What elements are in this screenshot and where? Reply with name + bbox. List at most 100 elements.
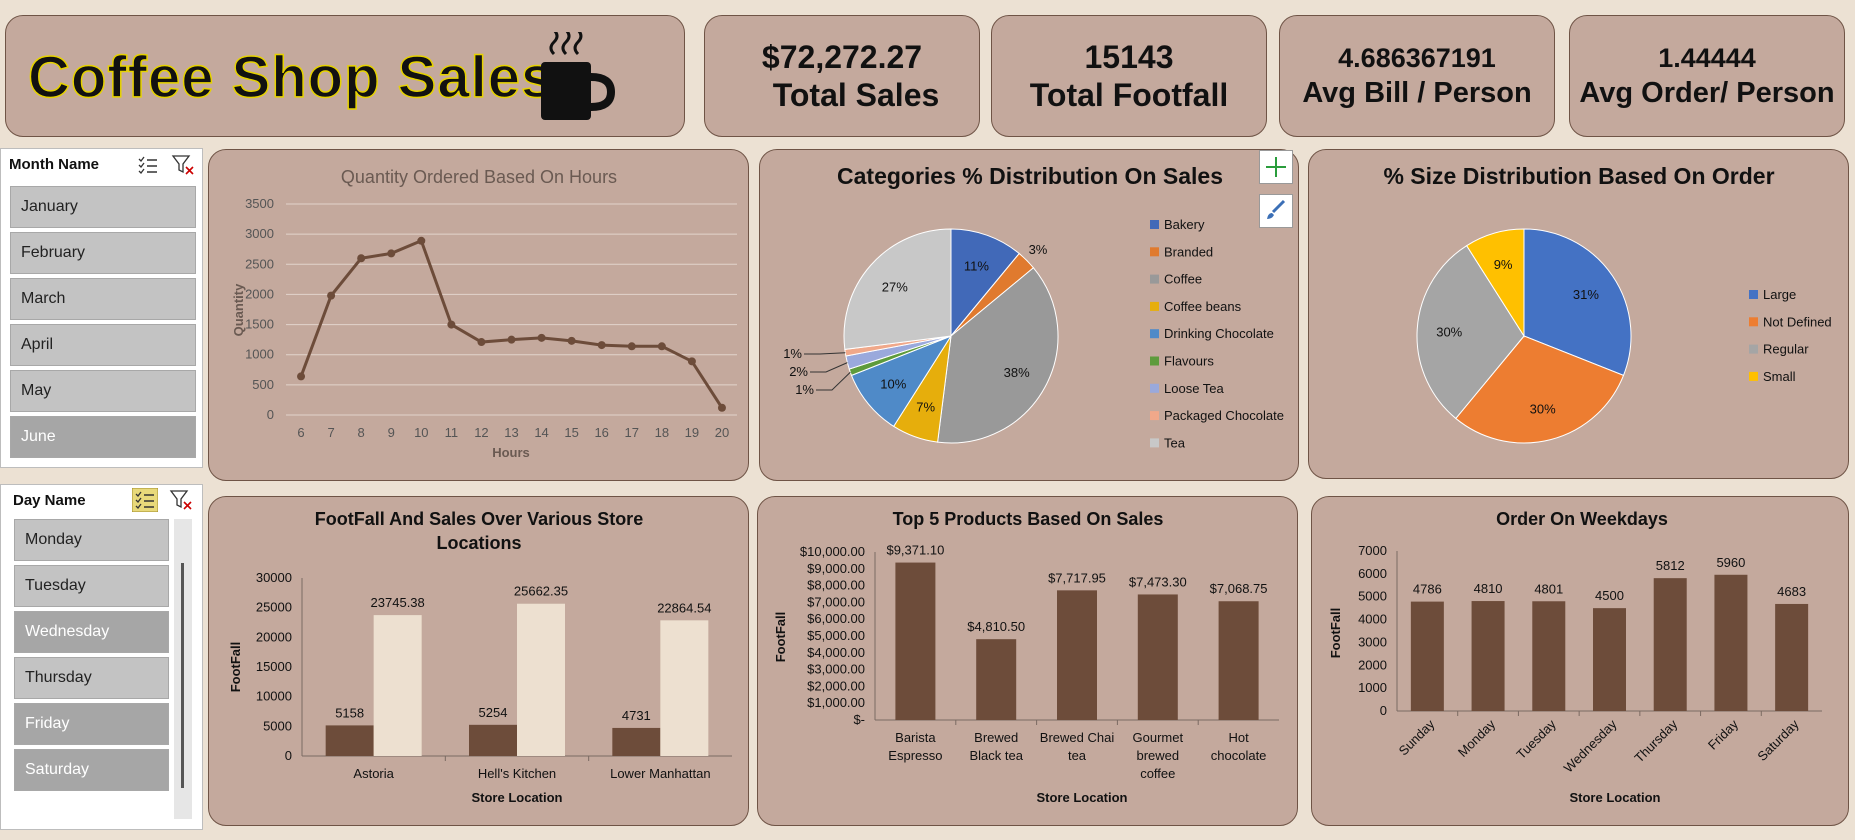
kpi-label: Total Footfall — [1029, 77, 1229, 113]
multi-select-icon[interactable] — [132, 488, 158, 512]
slicer-item-saturday[interactable]: Saturday — [14, 749, 169, 791]
pie-slice — [950, 228, 1020, 338]
scrollbar-thumb[interactable] — [181, 563, 184, 788]
slicer-item-march[interactable]: March — [10, 278, 196, 320]
slicer-item-january[interactable]: January — [10, 186, 196, 228]
y-tick-label: 5000 — [1358, 589, 1387, 604]
y-tick-label: $7,000.00 — [807, 594, 865, 609]
plus-icon — [1266, 157, 1286, 177]
y-tick-label: 0 — [1380, 703, 1387, 718]
data-point — [597, 341, 606, 350]
x-tick-label: Monday — [1455, 716, 1499, 760]
day-slicer: Day Name Monday Tuesday Wednesday Thursd… — [0, 484, 203, 830]
chart-elements-button[interactable] — [1259, 150, 1293, 184]
title-card: Coffee Shop Sales — [5, 15, 685, 137]
data-label: 38% — [1004, 365, 1030, 380]
legend-swatch — [1749, 371, 1758, 381]
bar — [895, 562, 936, 720]
y-tick-label: 5000 — [263, 718, 292, 733]
categories-chart-card: Categories % Distribution On Sales 11% 3% 3… — [759, 149, 1299, 481]
bar — [1714, 574, 1748, 711]
x-tick-label: Espresso — [888, 748, 942, 763]
x-tick-label: brewed — [1136, 748, 1179, 763]
data-point — [627, 342, 636, 351]
x-tick-label: Thursday — [1631, 716, 1680, 765]
chart-title: Categories % Distribution On Sales — [837, 163, 1223, 189]
kpi-avg-order: 1.44444 Avg Order/ Person — [1569, 15, 1845, 137]
y-tick-label: $10,000.00 — [800, 544, 865, 559]
x-tick-label: coffee — [1140, 766, 1175, 781]
y-tick-label: 3000 — [1358, 634, 1387, 649]
x-tick-label: Sunday — [1396, 716, 1438, 758]
legend-swatch — [1749, 317, 1758, 327]
data-label: 30% — [1436, 324, 1462, 339]
x-tick-label: tea — [1068, 748, 1087, 763]
bar — [325, 725, 374, 756]
sizes-pie-chart: % Size Distribution Based On Order 31% 30%… — [1383, 163, 1832, 444]
y-tick-label: $2,000.00 — [807, 678, 865, 693]
y-tick-label: $8,000.00 — [807, 578, 865, 593]
data-point — [687, 357, 696, 366]
data-label: 23745.38 — [371, 595, 425, 610]
data-label: 4810 — [1474, 581, 1503, 596]
hours-line-chart: Quantity Ordered Based On Hours 0 500 1000 1… — [231, 167, 737, 460]
x-tick-label: 6 — [297, 425, 304, 440]
y-tick-label: 20000 — [256, 629, 292, 644]
y-tick-label: 3500 — [245, 196, 274, 211]
legend-swatch — [1150, 356, 1159, 366]
legend-entry: Branded — [1164, 244, 1213, 259]
clear-filter-icon[interactable] — [169, 489, 193, 511]
legend-swatch — [1150, 329, 1159, 339]
data-label: 2% — [789, 364, 808, 379]
data-label: 5254 — [479, 705, 508, 720]
slicer-item-february[interactable]: February — [10, 232, 196, 274]
y-tick-label: $3,000.00 — [807, 662, 865, 677]
data-label: 25662.35 — [514, 584, 568, 599]
bar — [1532, 601, 1566, 711]
clear-filter-icon[interactable] — [171, 154, 195, 176]
slicer-item-may[interactable]: May — [10, 370, 196, 412]
slicer-item-june[interactable]: June — [10, 416, 196, 458]
y-tick-label: 6000 — [1358, 566, 1387, 581]
data-point — [417, 236, 426, 245]
legend-entry: Loose Tea — [1164, 381, 1225, 396]
slicer-item-monday[interactable]: Monday — [14, 519, 169, 561]
kpi-value: 15143 — [1084, 39, 1174, 75]
slicer-item-wednesday[interactable]: Wednesday — [14, 611, 169, 653]
slicer-item-april[interactable]: April — [10, 324, 196, 366]
x-tick-label: 16 — [594, 425, 608, 440]
x-tick-label: 10 — [414, 425, 428, 440]
bar — [1057, 590, 1097, 720]
x-tick-label: Hell's Kitchen — [478, 766, 556, 781]
kpi-label: Total Sales — [772, 77, 940, 113]
slicer-item-tuesday[interactable]: Tuesday — [14, 565, 169, 607]
multi-select-icon[interactable] — [137, 155, 159, 175]
chart-styles-button[interactable] — [1259, 194, 1293, 228]
bar — [660, 620, 709, 756]
weekdays-bar-chart: Order On Weekdays 0 1000 2000 3000 4000 5000 60… — [1328, 509, 1822, 805]
legend-swatch — [1150, 274, 1159, 284]
data-label: 4731 — [622, 708, 651, 723]
data-label: $7,473.30 — [1129, 574, 1187, 589]
x-tick-label: 13 — [504, 425, 518, 440]
bar — [373, 615, 422, 756]
slicer-item-friday[interactable]: Friday — [14, 703, 169, 745]
slicer-scrollbar[interactable] — [174, 519, 192, 819]
x-tick-label: Saturday — [1754, 716, 1802, 764]
legend-entry: Bakery — [1164, 217, 1205, 232]
y-tick-label: 30000 — [256, 570, 292, 585]
chart-title: Quantity Ordered Based On Hours — [341, 167, 617, 187]
sizes-chart-card: % Size Distribution Based On Order 31% 30%… — [1308, 149, 1849, 479]
slicer-item-thursday[interactable]: Thursday — [14, 657, 169, 699]
data-label: 7% — [916, 399, 935, 414]
x-tick-label: 9 — [388, 425, 395, 440]
categories-pie-chart: Categories % Distribution On Sales 11% 3% 3… — [783, 163, 1284, 450]
bar — [1410, 601, 1444, 711]
bar — [1471, 601, 1505, 711]
x-tick-label: 11 — [445, 425, 459, 440]
data-label: 4500 — [1595, 588, 1624, 603]
data-label: $7,068.75 — [1210, 581, 1268, 596]
legend-swatch — [1150, 247, 1159, 257]
products-bar-chart: Top 5 Products Based On Sales $- $1,000.00… — [773, 509, 1279, 805]
x-tick-label: Lower Manhattan — [610, 766, 710, 781]
